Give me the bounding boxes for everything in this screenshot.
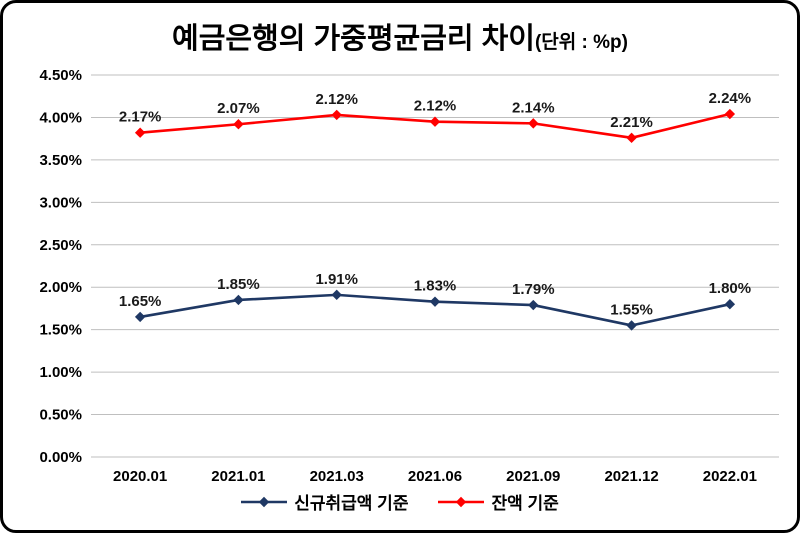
data-point-marker — [528, 299, 539, 311]
x-axis-tick-label: 2020.01 — [113, 468, 167, 485]
legend-marker-icon — [438, 496, 485, 507]
chart-title: 예금은행의 가중평균금리 차이(단위 : %p) — [3, 15, 797, 57]
data-point-label: 2.17% — [119, 109, 162, 126]
y-axis-tick-label: 0.00% — [39, 449, 82, 466]
data-point-marker — [331, 289, 342, 301]
data-point-label: 1.65% — [119, 293, 162, 310]
data-point-marker — [626, 132, 637, 144]
legend-label: 잔액 기준 — [491, 494, 559, 513]
y-axis-tick-label: 1.50% — [39, 322, 82, 339]
data-point-label: 1.55% — [610, 301, 653, 318]
legend-marker-icon — [241, 496, 288, 507]
data-point-label: 2.12% — [315, 91, 358, 108]
y-axis-tick-label: 3.50% — [39, 152, 82, 169]
data-point-marker — [233, 294, 244, 306]
legend-item: 잔액 기준 — [438, 489, 559, 514]
chart-legend: 신규취급액 기준 잔액 기준 — [3, 489, 797, 514]
data-point-marker — [429, 116, 441, 127]
data-point-label: 2.12% — [414, 98, 457, 115]
data-point-label: 1.91% — [315, 271, 358, 288]
x-axis-tick-label: 2021.03 — [310, 468, 364, 485]
data-point-marker — [429, 296, 441, 307]
x-axis-tick-label: 2021.01 — [211, 468, 265, 485]
y-axis-tick-label: 2.50% — [39, 237, 82, 254]
chart-title-text: 예금은행의 가중평균금리 차이 — [172, 23, 535, 55]
data-point-marker — [724, 108, 736, 120]
data-point-marker — [233, 119, 244, 130]
data-point-marker — [134, 311, 146, 323]
data-point-label: 2.14% — [512, 99, 555, 116]
data-point-label: 2.21% — [610, 114, 653, 131]
chart-plot-area: 0.00% 0.50% 1.00% 1.50% 2.00% 2.50% 3.00% 3.50%… — [39, 67, 779, 485]
y-axis-tick-label: 1.00% — [39, 364, 82, 381]
y-axis-tick-label: 2.00% — [39, 279, 82, 296]
data-point-label: 2.07% — [217, 100, 260, 117]
legend-label: 신규취급액 기준 — [294, 494, 409, 513]
data-point-label: 1.79% — [512, 281, 555, 298]
data-point-marker — [528, 118, 539, 129]
x-axis-tick-label: 2021.06 — [408, 468, 462, 485]
x-axis-tick-label: 2021.09 — [506, 468, 560, 485]
y-axis-tick-label: 4.50% — [39, 67, 82, 84]
data-point-label: 1.83% — [414, 278, 457, 295]
legend-item: 신규취급액 기준 — [241, 489, 408, 514]
data-point-label: 1.85% — [217, 276, 260, 293]
x-axis-tick-label: 2022.01 — [703, 468, 757, 485]
data-point-marker — [626, 320, 637, 331]
chart-title-unit: (단위 : %p) — [534, 32, 628, 53]
data-point-marker — [331, 109, 342, 121]
y-axis-tick-label: 4.00% — [39, 109, 82, 126]
data-point-label: 2.24% — [709, 90, 752, 107]
data-point-marker — [724, 299, 736, 310]
data-point-label: 1.80% — [709, 280, 752, 297]
y-axis-tick-label: 0.50% — [39, 407, 82, 424]
y-axis-tick-label: 3.00% — [39, 194, 82, 211]
x-axis-tick-label: 2021.12 — [604, 468, 658, 485]
data-point-marker — [134, 127, 146, 138]
